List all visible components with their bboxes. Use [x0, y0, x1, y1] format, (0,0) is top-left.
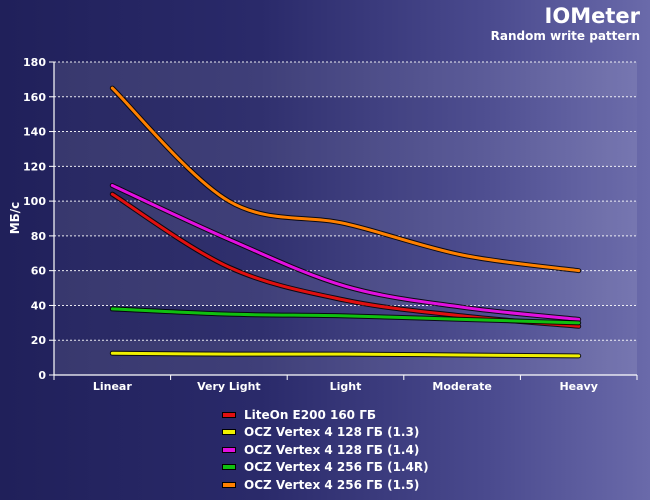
plot-band: [54, 166, 637, 201]
legend-item: OCZ Vertex 4 128 ГБ (1.4): [222, 441, 429, 459]
plot-band: [54, 131, 637, 167]
y-tick-label: 40: [31, 299, 47, 312]
plot-band: [54, 201, 637, 236]
plot-band: [54, 62, 637, 97]
legend-swatch: [222, 446, 236, 453]
y-tick-label: 140: [23, 126, 46, 139]
x-tick-label: Light: [330, 380, 362, 393]
series-line: [110, 307, 581, 325]
legend-label: OCZ Vertex 4 128 ГБ (1.3): [244, 425, 420, 440]
legend-swatch: [222, 429, 236, 436]
y-tick-label: 0: [38, 369, 46, 382]
x-tick-label: Linear: [93, 380, 132, 393]
y-axis-label: МБ/с: [8, 202, 22, 235]
chart-title: IOMeter: [544, 4, 640, 28]
legend-label: LiteOn E200 160 ГБ: [244, 407, 376, 422]
y-tick-label: 100: [23, 195, 46, 208]
chart-subtitle: Random write pattern: [490, 29, 640, 43]
legend-item: OCZ Vertex 4 128 ГБ (1.3): [222, 424, 429, 442]
gridlines: [54, 61, 637, 341]
y-tick-labels: 0 20 40 60 80 100 120 140 160 180: [23, 56, 46, 382]
legend-label: OCZ Vertex 4 128 ГБ (1.4): [244, 442, 420, 457]
y-tick-label: 160: [23, 91, 46, 104]
legend-label: OCZ Vertex 4 256 ГБ (1.5): [244, 477, 420, 492]
y-tick-label: 60: [31, 265, 47, 278]
y-tick-label: 20: [31, 334, 47, 347]
legend-swatch: [222, 481, 236, 488]
x-tick-label: Moderate: [432, 380, 491, 393]
series-line: [110, 86, 581, 273]
axes: [49, 61, 638, 380]
y-tick-label: 120: [23, 160, 46, 173]
x-tick-label: Very Light: [197, 380, 261, 393]
y-tick-label: 180: [23, 56, 46, 69]
plot-bands: [54, 62, 637, 375]
series-line: [110, 351, 581, 358]
legend-item: OCZ Vertex 4 256 ГБ (1.5): [222, 476, 429, 494]
legend-label: OCZ Vertex 4 256 ГБ (1.4R): [244, 460, 429, 475]
legend-item: LiteOn E200 160 ГБ: [222, 406, 429, 424]
legend-swatch: [222, 411, 236, 418]
plot-band: [54, 97, 637, 132]
x-tick-label: Heavy: [559, 380, 597, 393]
legend-swatch: [222, 464, 236, 471]
y-tick-label: 80: [31, 230, 47, 243]
legend-item: OCZ Vertex 4 256 ГБ (1.4R): [222, 459, 429, 477]
legend: LiteOn E200 160 ГБ OCZ Vertex 4 128 ГБ (1…: [222, 406, 429, 494]
series-lines: [109, 85, 582, 359]
x-tick-labels: Linear Very Light Light Moderate Heavy: [93, 380, 598, 393]
series-line: [110, 183, 581, 321]
